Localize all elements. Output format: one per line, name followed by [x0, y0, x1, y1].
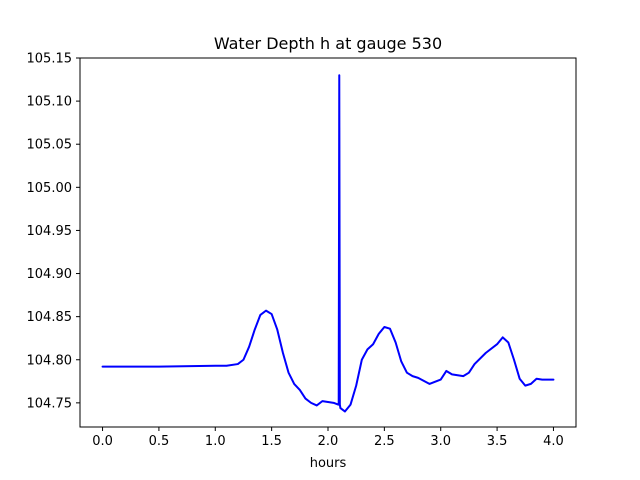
- y-tick-label: 105.05: [27, 138, 73, 153]
- x-tick-label: 1.0: [205, 434, 226, 449]
- plot-area: [80, 58, 576, 427]
- y-tick-label: 104.75: [27, 396, 73, 411]
- y-tick-label: 105.15: [27, 52, 73, 67]
- data-line-layer: [101, 74, 555, 413]
- x-axis-label: hours: [310, 456, 347, 471]
- x-tick-label: 4.0: [543, 434, 564, 449]
- x-tick-label: 3.5: [487, 434, 508, 449]
- x-tick-label: 3.0: [430, 434, 451, 449]
- x-tick-label: 0.0: [92, 434, 113, 449]
- chart-title: Water Depth h at gauge 530: [214, 34, 442, 53]
- x-tick-label: 2.0: [318, 434, 339, 449]
- x-axis-ticks: 0.0 0.5 1.0 1.5 2.0 2.5 3.0 3.5 4.0: [92, 427, 564, 449]
- y-tick-label: 105.00: [27, 181, 73, 196]
- y-tick-label: 104.80: [27, 353, 73, 368]
- y-tick-label: 104.90: [27, 267, 73, 282]
- series-line-0: [101, 74, 555, 413]
- y-axis-ticks: 104.75 104.80 104.85 104.90 104.95 105.00 105.…: [27, 52, 80, 411]
- x-tick-label: 1.5: [261, 434, 282, 449]
- y-tick-label: 105.10: [27, 95, 73, 110]
- x-tick-label: 0.5: [149, 434, 170, 449]
- x-tick-label: 2.5: [374, 434, 395, 449]
- y-tick-label: 104.95: [27, 224, 73, 239]
- y-tick-label: 104.85: [27, 310, 73, 325]
